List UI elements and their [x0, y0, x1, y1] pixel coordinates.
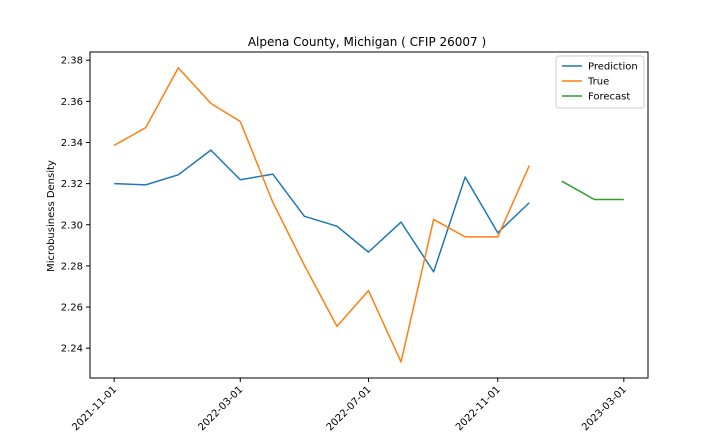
x-tick-label: 2022-07-01	[325, 384, 374, 432]
y-tick-label: 2.32	[61, 179, 83, 190]
y-tick-label: 2.30	[61, 220, 83, 231]
series-line-prediction	[114, 149, 530, 273]
y-axis-title: Microbusiness Density	[46, 160, 57, 272]
x-tick-label: 2022-03-01	[197, 384, 246, 432]
x-tick-label: 2022-11-01	[454, 384, 503, 432]
legend-box	[555, 55, 645, 109]
plot-frame	[89, 51, 649, 379]
chart-title: Alpena County, Michigan ( CFIP 26007 )	[248, 35, 486, 49]
x-tick-label: 2023-03-01	[580, 384, 629, 432]
plot-area	[113, 67, 624, 363]
legend-label-forecast: Forecast	[588, 92, 630, 103]
y-tick-label: 2.26	[61, 303, 83, 314]
y-tick-label: 2.34	[61, 138, 83, 149]
y-tick-label: 2.28	[61, 261, 83, 272]
x-tick-label: 2021-11-01	[70, 384, 119, 432]
y-tick-label: 2.38	[61, 56, 83, 67]
legend-label-true: True	[587, 77, 609, 88]
legend-label-prediction: Prediction	[588, 62, 638, 73]
legend: Prediction True Forecast	[555, 55, 645, 109]
series-line-true	[113, 67, 530, 363]
y-tick-label: 2.24	[61, 344, 83, 355]
series-line-forecast	[561, 180, 624, 201]
y-tick-label: 2.36	[61, 97, 83, 108]
